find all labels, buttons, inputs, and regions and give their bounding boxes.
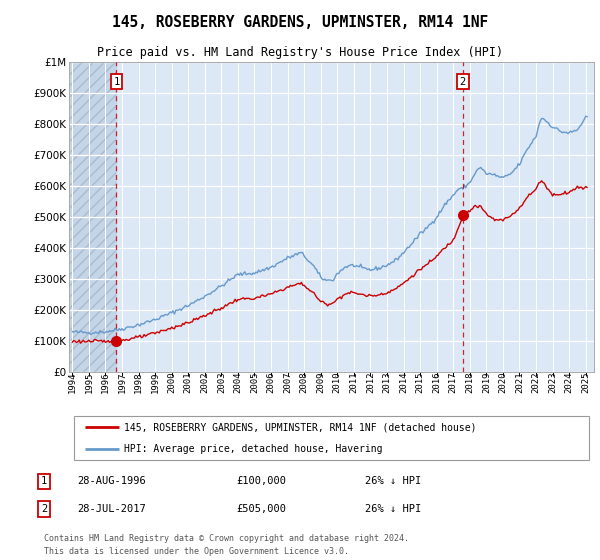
Text: 26% ↓ HPI: 26% ↓ HPI <box>365 477 421 487</box>
Text: 2002: 2002 <box>200 372 209 393</box>
Text: 1999: 1999 <box>151 372 160 393</box>
Text: 2023: 2023 <box>548 372 557 393</box>
Text: 2005: 2005 <box>250 372 259 393</box>
Text: £505,000: £505,000 <box>236 504 286 514</box>
Text: 2000: 2000 <box>167 372 176 393</box>
Text: 2013: 2013 <box>382 372 391 393</box>
Text: 145, ROSEBERRY GARDENS, UPMINSTER, RM14 1NF (detached house): 145, ROSEBERRY GARDENS, UPMINSTER, RM14 … <box>124 422 476 432</box>
Text: 145, ROSEBERRY GARDENS, UPMINSTER, RM14 1NF: 145, ROSEBERRY GARDENS, UPMINSTER, RM14 … <box>112 15 488 30</box>
Text: 2024: 2024 <box>565 372 574 393</box>
Text: 2004: 2004 <box>233 372 242 393</box>
Text: 2011: 2011 <box>349 372 358 393</box>
Text: 2: 2 <box>460 77 466 87</box>
Text: Price paid vs. HM Land Registry's House Price Index (HPI): Price paid vs. HM Land Registry's House … <box>97 46 503 59</box>
Bar <box>69 62 116 372</box>
Text: 2009: 2009 <box>316 372 325 393</box>
Text: 2: 2 <box>41 504 47 514</box>
Text: 2001: 2001 <box>184 372 193 393</box>
Text: 1994: 1994 <box>68 372 77 393</box>
Text: 2012: 2012 <box>366 372 375 393</box>
Text: 2025: 2025 <box>581 372 590 393</box>
Text: 2003: 2003 <box>217 372 226 393</box>
Text: 2008: 2008 <box>299 372 308 393</box>
Text: 26% ↓ HPI: 26% ↓ HPI <box>365 504 421 514</box>
Text: 28-AUG-1996: 28-AUG-1996 <box>77 477 146 487</box>
Text: 1: 1 <box>113 77 119 87</box>
Text: £100,000: £100,000 <box>236 477 286 487</box>
Text: This data is licensed under the Open Government Licence v3.0.: This data is licensed under the Open Gov… <box>44 547 349 556</box>
Text: HPI: Average price, detached house, Havering: HPI: Average price, detached house, Have… <box>124 444 383 454</box>
Text: 2016: 2016 <box>432 372 441 393</box>
Bar <box>69 62 116 372</box>
Text: Contains HM Land Registry data © Crown copyright and database right 2024.: Contains HM Land Registry data © Crown c… <box>44 534 409 543</box>
Text: 28-JUL-2017: 28-JUL-2017 <box>77 504 146 514</box>
Text: 2018: 2018 <box>465 372 474 393</box>
FancyBboxPatch shape <box>74 416 589 460</box>
Text: 1: 1 <box>41 477 47 487</box>
Text: 2014: 2014 <box>399 372 408 393</box>
Text: 2019: 2019 <box>482 372 491 393</box>
Text: 2017: 2017 <box>449 372 458 393</box>
Text: 1997: 1997 <box>118 372 127 393</box>
Text: 2022: 2022 <box>532 372 541 393</box>
Text: 2007: 2007 <box>283 372 292 393</box>
Text: 2020: 2020 <box>499 372 508 393</box>
Text: 1995: 1995 <box>85 372 94 393</box>
Text: 2015: 2015 <box>416 372 425 393</box>
Text: 1996: 1996 <box>101 372 110 393</box>
Text: 2021: 2021 <box>515 372 524 393</box>
Text: 2006: 2006 <box>266 372 275 393</box>
Text: 1998: 1998 <box>134 372 143 393</box>
Text: 2010: 2010 <box>333 372 342 393</box>
